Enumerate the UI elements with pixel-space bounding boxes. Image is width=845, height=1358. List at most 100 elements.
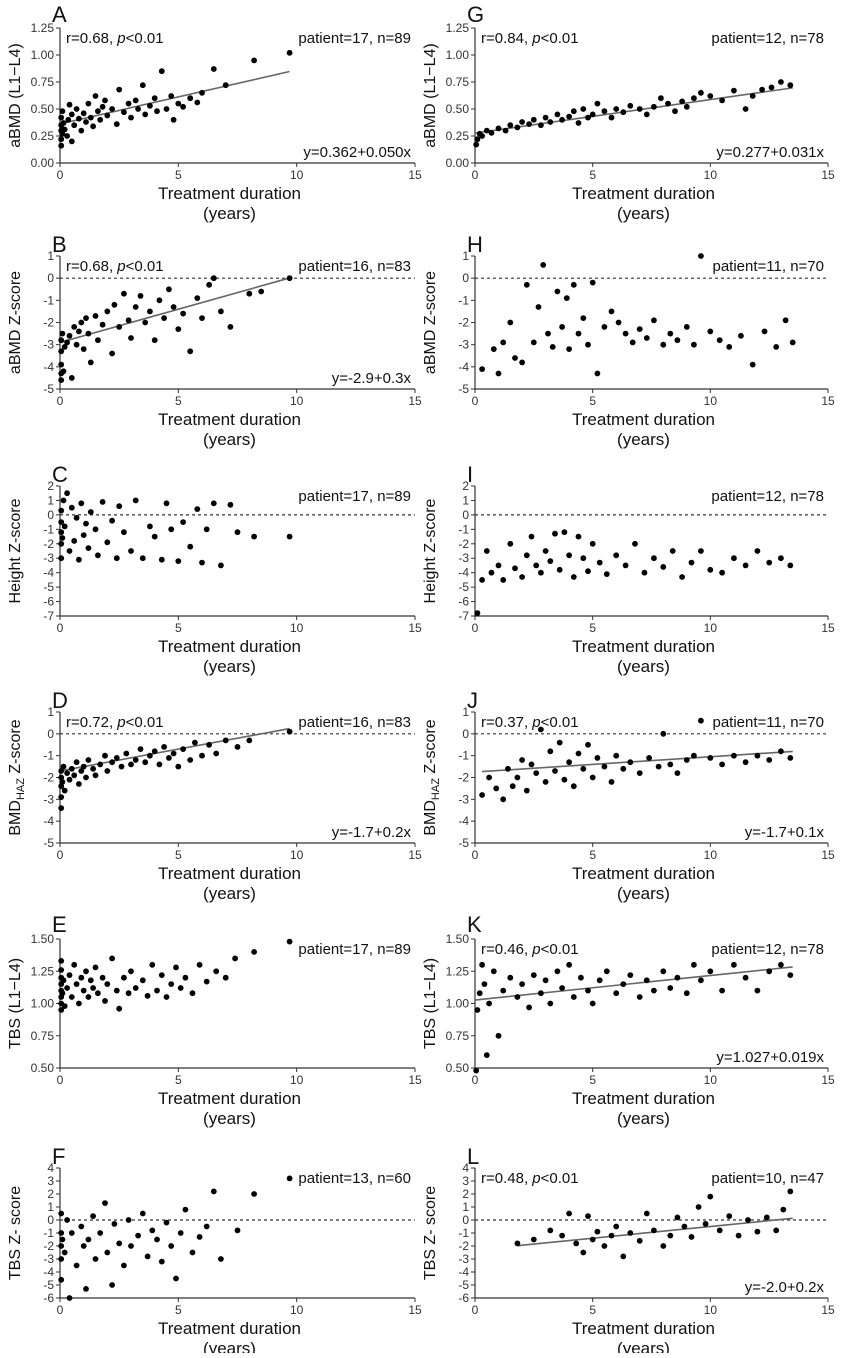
data-point bbox=[589, 540, 596, 547]
data-point bbox=[613, 1223, 620, 1230]
data-point bbox=[58, 1256, 65, 1262]
data-point bbox=[479, 366, 485, 372]
data-point bbox=[523, 552, 530, 559]
data-point bbox=[561, 529, 568, 536]
data-point bbox=[683, 103, 690, 110]
x-axis-title-g: Treatment duration bbox=[572, 184, 715, 203]
data-point bbox=[116, 1005, 123, 1012]
y-title-suffix: Z-score bbox=[7, 719, 24, 778]
data-point bbox=[585, 341, 591, 348]
data-point bbox=[528, 761, 535, 768]
data-point bbox=[102, 97, 108, 104]
data-point bbox=[570, 994, 577, 1000]
data-point bbox=[643, 111, 650, 118]
p-value: <0.01 bbox=[541, 1170, 579, 1187]
data-point bbox=[561, 776, 568, 783]
data-point bbox=[667, 985, 674, 991]
x-tick-label: 5 bbox=[175, 168, 182, 182]
x-axis-unit-d: (years) bbox=[203, 884, 256, 903]
data-point bbox=[58, 529, 65, 536]
data-point bbox=[754, 1228, 761, 1235]
data-point bbox=[116, 86, 123, 93]
data-point bbox=[651, 1227, 657, 1234]
data-point bbox=[59, 990, 66, 997]
y-tick-label: -3 bbox=[458, 338, 469, 352]
data-point bbox=[554, 288, 561, 295]
data-point bbox=[731, 87, 737, 94]
y-tick-label: 0 bbox=[462, 1213, 469, 1227]
data-point bbox=[479, 133, 485, 139]
data-point bbox=[132, 97, 139, 104]
data-point bbox=[251, 949, 257, 955]
data-point bbox=[707, 566, 714, 573]
data-point bbox=[80, 1243, 87, 1249]
y-tick-label: 0.75 bbox=[446, 75, 470, 89]
data-point bbox=[121, 109, 127, 116]
data-point bbox=[132, 757, 139, 763]
data-point bbox=[58, 142, 65, 149]
data-point bbox=[139, 1210, 146, 1217]
data-point bbox=[660, 968, 667, 975]
data-point bbox=[608, 114, 615, 121]
data-point bbox=[142, 111, 149, 118]
data-point bbox=[780, 1206, 787, 1213]
x-tick-label: 10 bbox=[704, 1073, 718, 1087]
data-point bbox=[547, 558, 554, 564]
panel-letter-j: J bbox=[467, 688, 478, 713]
data-point bbox=[213, 750, 220, 757]
x-tick-label: 0 bbox=[57, 1303, 64, 1317]
data-point bbox=[547, 748, 554, 755]
data-point bbox=[104, 308, 111, 315]
y-tick-label: -3 bbox=[43, 338, 54, 352]
data-point bbox=[251, 533, 257, 540]
data-point bbox=[196, 1234, 203, 1240]
data-point bbox=[735, 1232, 742, 1239]
data-point bbox=[97, 116, 104, 123]
data-point bbox=[787, 972, 794, 978]
data-point bbox=[474, 1007, 481, 1013]
x-axis-title-k: Treatment duration bbox=[572, 1089, 715, 1108]
count-annotation-k: patient=12, n=78 bbox=[711, 941, 824, 958]
y-tick-label: -1 bbox=[43, 749, 54, 763]
data-point bbox=[698, 548, 704, 554]
data-point bbox=[58, 519, 65, 525]
data-point bbox=[121, 290, 127, 297]
y-tick-label: 0.50 bbox=[31, 1061, 55, 1075]
data-point bbox=[58, 774, 65, 781]
data-point bbox=[778, 555, 784, 562]
panel-d: D10-1-2-3-4-50 5 10 15r=0.72, p<0.01 patient… bbox=[7, 688, 422, 903]
data-point bbox=[139, 82, 146, 89]
x-tick-label: 10 bbox=[290, 848, 304, 862]
data-point bbox=[90, 123, 96, 130]
p-label: p bbox=[531, 941, 540, 958]
data-point bbox=[66, 776, 73, 783]
data-point bbox=[116, 324, 123, 330]
data-point bbox=[58, 794, 65, 800]
data-point bbox=[286, 275, 293, 282]
stats-annotation-a: r=0.68, p<0.01 bbox=[66, 30, 164, 47]
data-point bbox=[707, 755, 714, 761]
data-point bbox=[147, 752, 153, 759]
panel-letter-d: D bbox=[52, 688, 68, 713]
data-point bbox=[620, 109, 627, 116]
data-point bbox=[109, 759, 115, 766]
data-point bbox=[575, 330, 582, 337]
y-tick-label: -6 bbox=[458, 595, 469, 609]
x-axis-title-f: Treatment duration bbox=[158, 1319, 301, 1338]
data-point bbox=[121, 974, 127, 981]
data-point bbox=[698, 717, 704, 724]
p-value: <0.01 bbox=[126, 258, 164, 275]
data-point bbox=[559, 985, 565, 991]
data-point bbox=[163, 1219, 170, 1226]
y-tick-label: 1 bbox=[462, 1200, 469, 1214]
x-tick-label: 10 bbox=[290, 394, 304, 408]
data-point bbox=[594, 100, 601, 107]
equation-annotation-j: y=-1.7+0.1x bbox=[745, 824, 825, 841]
data-point bbox=[479, 961, 485, 968]
panel-j: J10-1-2-3-4-50 5 10 15r=0.37, p<0.01 patient… bbox=[422, 688, 835, 903]
y-tick-label: 1 bbox=[462, 493, 469, 507]
data-point bbox=[683, 757, 690, 763]
data-point bbox=[512, 355, 518, 361]
data-point bbox=[158, 556, 165, 563]
